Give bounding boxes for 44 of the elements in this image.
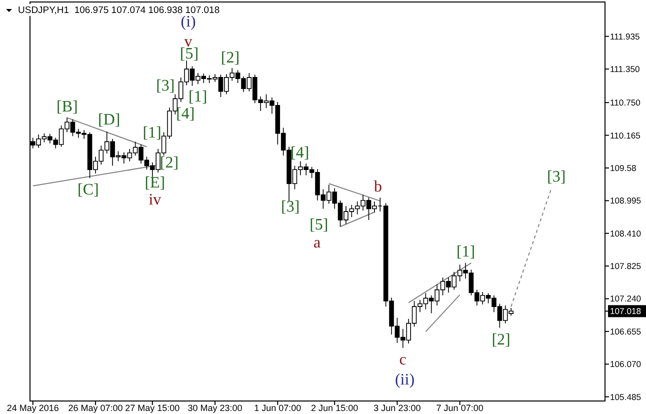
annotation: [1] [188, 88, 208, 106]
x-tick-label: 30 May 23:00 [188, 403, 242, 413]
annotation: a [313, 234, 321, 252]
y-tick-label: 108.410 [610, 228, 642, 238]
y-tick-label: 106.070 [610, 359, 642, 370]
annotation: [B] [56, 98, 78, 116]
x-tick-label: 3 Jun 23:00 [374, 403, 421, 413]
annotation: [5] [310, 216, 328, 234]
annotation: [D] [98, 112, 120, 128]
x-tick-label: 27 May 15:00 [125, 403, 180, 413]
annotation: [2] [160, 154, 179, 172]
y-tick-label: 105.485 [610, 392, 642, 402]
annotation: [C] [78, 182, 99, 198]
annotation: c [399, 352, 406, 368]
y-tick-label: 111.350 [610, 64, 640, 74]
annotation: [3] [156, 78, 175, 94]
x-tick-label: 26 May 07:00 [68, 403, 123, 413]
chart-title: USDJPY,H1 106.975 107.074 106.938 107.018 [18, 5, 220, 16]
y-tick-label: 109.58 [610, 162, 637, 173]
annotation: [1] [456, 244, 476, 260]
annotation: [E] [144, 174, 166, 192]
annotation: [1] [142, 124, 162, 142]
annotation: b [374, 178, 382, 196]
y-tick-label: 110.750 [610, 98, 641, 108]
annotation: [3] [547, 168, 566, 186]
x-tick-label: 1 Jun 07:00 [254, 403, 302, 413]
annotation: [4] [290, 144, 310, 162]
y-tick-label: 107.240 [610, 294, 642, 304]
y-tick-label: 107.018 [610, 306, 642, 316]
annotation: [4] [176, 106, 195, 122]
annotation: [3] [280, 198, 300, 216]
y-tick-label: 111.935 [610, 31, 640, 42]
annotation: (ii) [394, 372, 415, 388]
y-tick-label: 108.995 [610, 196, 642, 206]
annotation: [2] [492, 332, 510, 348]
y-tick-label: 110.165 [610, 130, 641, 140]
x-tick-label: 7 Jun 07:00 [436, 403, 484, 413]
y-tick-label: 106.655 [610, 326, 642, 336]
annotation: iv [148, 192, 162, 208]
annotation: (i) [180, 14, 196, 30]
x-tick-label: 2 Jun 15:00 [311, 403, 358, 413]
y-tick-label: 107.825 [610, 261, 642, 272]
annotation: [2] [220, 50, 240, 66]
x-tick-label: 24 May 2016 [6, 403, 59, 413]
